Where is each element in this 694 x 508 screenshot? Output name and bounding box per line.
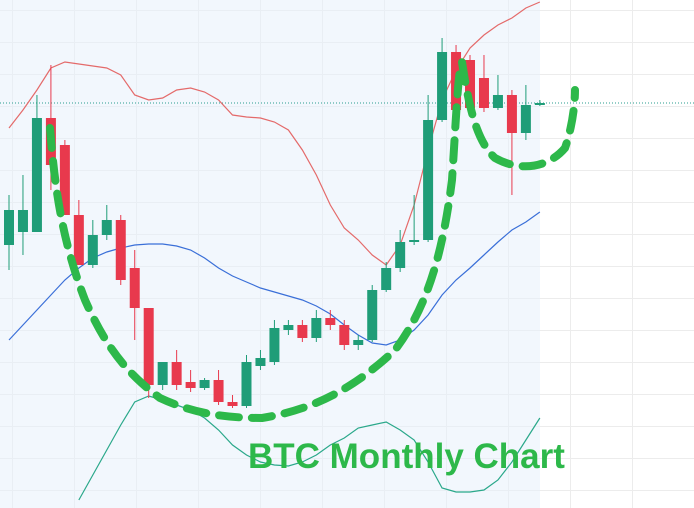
candle-body xyxy=(87,235,98,265)
candle-body xyxy=(157,362,168,385)
candle-body xyxy=(4,210,14,245)
candle-body xyxy=(185,382,196,388)
candle-body xyxy=(353,340,364,345)
candle-body xyxy=(283,325,294,330)
candle-body xyxy=(199,380,210,388)
candle-body xyxy=(395,242,406,268)
candle-body xyxy=(17,210,28,232)
candle-body xyxy=(520,105,531,133)
candle-body xyxy=(297,325,308,338)
candle-body xyxy=(409,240,420,242)
candle-body xyxy=(478,78,489,108)
candle-body xyxy=(437,52,448,120)
candle-body xyxy=(241,362,252,406)
candle-body xyxy=(73,215,84,265)
candle-body xyxy=(255,358,266,366)
candle-body xyxy=(59,145,70,215)
candle-body xyxy=(492,95,503,108)
candle-body xyxy=(465,60,476,108)
candle-body xyxy=(129,268,140,308)
candle-body xyxy=(213,380,224,402)
chart-title: BTC Monthly Chart xyxy=(248,437,565,476)
candle-body xyxy=(325,318,336,325)
candle-body xyxy=(311,318,322,338)
candle-body xyxy=(143,308,154,385)
candle-body xyxy=(31,118,42,232)
candle-body xyxy=(506,95,517,133)
candle-body xyxy=(115,220,126,280)
candle-body xyxy=(367,290,378,340)
candle-body xyxy=(534,103,545,105)
cup-annotation xyxy=(46,48,579,423)
candle-body xyxy=(269,328,280,362)
candle-body xyxy=(339,325,350,345)
candle-body xyxy=(101,220,112,235)
candle-body xyxy=(171,362,182,385)
candle-body xyxy=(227,402,238,406)
candle-body xyxy=(423,120,434,240)
candle-body xyxy=(381,268,392,290)
